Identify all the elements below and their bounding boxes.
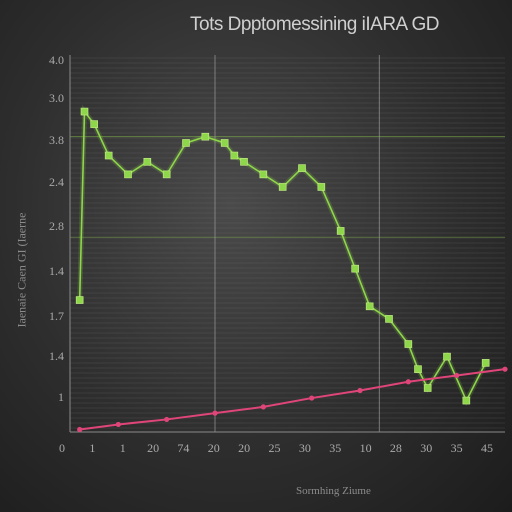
y-tick-label: 1.4 xyxy=(49,264,64,278)
data-point xyxy=(259,170,268,179)
x-tick-label: 20 xyxy=(238,441,250,455)
data-point xyxy=(182,139,190,147)
data-point xyxy=(481,359,490,367)
data-point xyxy=(385,315,393,323)
data-point xyxy=(462,396,471,405)
data-point xyxy=(317,183,326,191)
y-tick-label: 4.0 xyxy=(49,53,64,67)
data-point xyxy=(365,302,374,311)
data-point xyxy=(77,426,83,433)
tick-labels: 4.03.03.82.42.81.41.71.410 1 1 20 74 20 20 25 30… xyxy=(49,53,493,455)
data-point xyxy=(75,296,84,304)
data-point xyxy=(454,372,460,379)
data-point xyxy=(124,170,132,179)
x-tick-label: 45 xyxy=(481,441,493,455)
grid xyxy=(70,55,505,432)
data-point xyxy=(298,164,306,172)
series-line xyxy=(78,109,487,403)
data-point xyxy=(443,352,451,361)
x-tick-label: 35 xyxy=(329,441,341,455)
x-tick-label: 30 xyxy=(420,441,432,455)
data-point xyxy=(115,421,121,428)
y-tick-label: 2.4 xyxy=(49,175,64,189)
data-point xyxy=(404,340,413,348)
data-point xyxy=(80,107,89,116)
x-tick-label: 20 xyxy=(147,441,159,455)
axes xyxy=(69,55,505,433)
data-point xyxy=(104,151,113,160)
x-tick-label: 0 xyxy=(59,441,65,455)
x-tick-label: 35 xyxy=(451,441,463,455)
series-line xyxy=(79,368,506,431)
data-point xyxy=(336,227,345,235)
data-point xyxy=(357,387,363,394)
x-tick-label: 30 xyxy=(299,441,311,455)
data-point xyxy=(351,264,359,273)
data-point xyxy=(278,183,287,191)
data-point xyxy=(423,384,432,392)
data-point xyxy=(212,410,218,416)
data-point xyxy=(260,404,266,410)
data-point xyxy=(201,132,210,141)
y-tick-label: 2.8 xyxy=(49,219,64,233)
y-tick-label: 1.7 xyxy=(49,309,64,323)
x-tick-label: 10 xyxy=(360,441,372,455)
data-point xyxy=(240,158,248,166)
x-tick-label: 1 xyxy=(89,441,95,455)
x-tick-label: 1 xyxy=(120,441,126,455)
data-point xyxy=(230,151,239,160)
data-point xyxy=(143,158,152,166)
data-point xyxy=(405,379,411,385)
data-point xyxy=(162,170,171,179)
x-tick-label: 74 xyxy=(177,441,189,455)
data-point xyxy=(502,366,508,372)
x-tick-label: 20 xyxy=(208,441,220,455)
x-tick-label: 25 xyxy=(269,441,281,455)
series-glow xyxy=(77,104,488,407)
x-axis-label: Sormhing Ziume xyxy=(296,485,371,497)
data-point xyxy=(90,120,98,128)
series-layer xyxy=(75,104,508,433)
data-point xyxy=(164,416,170,423)
y-tick-label: 1 xyxy=(58,390,64,404)
data-point xyxy=(309,395,315,401)
data-point xyxy=(414,365,422,373)
y-tick-label: 1.4 xyxy=(49,349,64,363)
x-tick-label: 28 xyxy=(390,441,402,455)
y-tick-label: 3.8 xyxy=(49,133,64,147)
data-point xyxy=(220,139,229,147)
chart-title: Tots Dpptomessining iIARA GD xyxy=(190,14,439,35)
y-axis-label: Iaenaie Caen GI (Iaerne xyxy=(14,212,29,328)
y-tick-label: 3.0 xyxy=(49,91,64,105)
